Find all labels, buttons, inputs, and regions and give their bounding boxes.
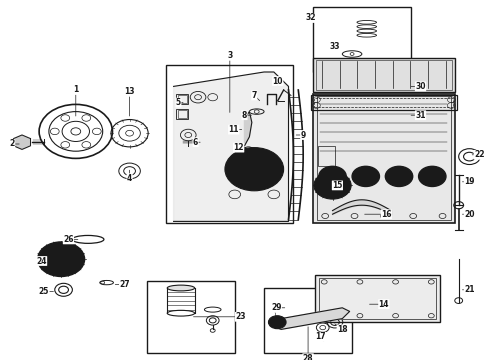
Text: 20: 20: [463, 210, 474, 219]
Polygon shape: [173, 72, 288, 221]
Bar: [312, 58, 454, 92]
Bar: [166, 65, 293, 223]
Text: 21: 21: [463, 285, 474, 294]
Bar: [314, 98, 452, 107]
Text: 24: 24: [36, 256, 47, 265]
Text: 14: 14: [378, 300, 388, 309]
Bar: [317, 175, 334, 194]
Text: 31: 31: [414, 111, 425, 120]
Bar: [319, 278, 435, 319]
Text: 30: 30: [414, 82, 425, 91]
Text: 18: 18: [336, 325, 347, 334]
Bar: [176, 94, 188, 104]
Text: 17: 17: [314, 332, 325, 341]
Text: 7: 7: [251, 91, 256, 100]
Polygon shape: [244, 112, 251, 146]
Ellipse shape: [167, 285, 194, 291]
Bar: [264, 288, 351, 353]
Text: 27: 27: [119, 280, 130, 289]
Circle shape: [38, 242, 84, 276]
Polygon shape: [14, 135, 30, 149]
Bar: [312, 7, 410, 72]
Text: 16: 16: [380, 210, 391, 219]
Text: 4: 4: [127, 174, 132, 183]
Bar: [177, 95, 186, 103]
Bar: [312, 94, 454, 223]
Bar: [315, 275, 439, 322]
Text: 29: 29: [270, 303, 281, 312]
Circle shape: [351, 166, 379, 186]
Text: 19: 19: [463, 177, 474, 186]
Text: 9: 9: [300, 130, 305, 139]
Text: 13: 13: [124, 87, 135, 96]
Text: 28: 28: [302, 354, 313, 360]
Text: 23: 23: [235, 312, 245, 321]
Text: 10: 10: [272, 77, 283, 85]
Text: 33: 33: [329, 42, 340, 51]
Bar: [317, 146, 334, 166]
Circle shape: [313, 172, 350, 199]
Text: 8: 8: [242, 111, 246, 120]
Circle shape: [385, 166, 412, 186]
Text: 6: 6: [193, 138, 198, 147]
Bar: [315, 60, 451, 90]
Circle shape: [224, 148, 283, 191]
Circle shape: [268, 316, 285, 329]
Polygon shape: [271, 308, 349, 329]
Bar: [310, 95, 456, 110]
Text: 12: 12: [233, 143, 244, 152]
Text: 5: 5: [176, 98, 181, 107]
Circle shape: [418, 166, 445, 186]
Bar: [177, 110, 186, 118]
Text: 15: 15: [331, 181, 342, 190]
Text: 32: 32: [305, 13, 315, 22]
Text: 1: 1: [73, 85, 78, 94]
Bar: [176, 109, 188, 119]
Text: 26: 26: [63, 235, 74, 244]
Bar: [316, 96, 450, 220]
Circle shape: [318, 166, 346, 186]
Bar: [146, 281, 234, 353]
Text: 25: 25: [39, 287, 49, 296]
Text: 11: 11: [228, 125, 239, 134]
Text: 3: 3: [227, 51, 232, 60]
Text: 22: 22: [473, 150, 484, 159]
Text: 2: 2: [10, 139, 15, 148]
